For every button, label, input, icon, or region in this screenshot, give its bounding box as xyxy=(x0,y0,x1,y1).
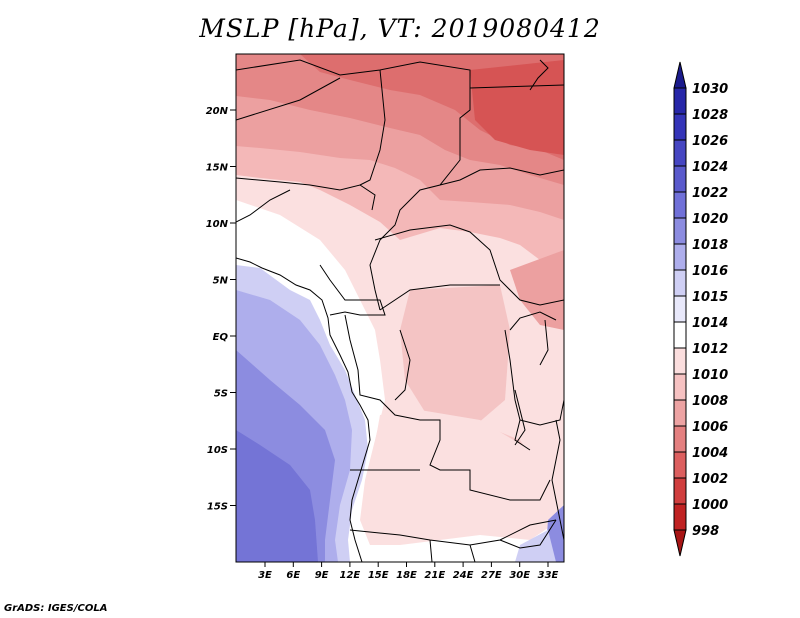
colorbar-label: 1008 xyxy=(692,394,728,409)
grads-credit: GrADS: IGES/COLA xyxy=(4,603,108,614)
colorbar-label: 1000 xyxy=(692,498,728,513)
colorbar-bottom-arrow xyxy=(673,529,687,557)
mslp-field xyxy=(236,54,564,562)
colorbar-swatch xyxy=(673,243,687,271)
coastline xyxy=(236,257,371,562)
country-borders xyxy=(236,59,564,562)
colorbar-label: 1018 xyxy=(692,238,728,253)
map-title: MSLP [hPa], VT: 2019080412 xyxy=(199,14,601,43)
colorbar-label: 1030 xyxy=(692,82,728,97)
colorbar-label: 1014 xyxy=(692,316,728,331)
lat-label: 5S xyxy=(214,389,228,400)
colorbar-swatch xyxy=(673,139,687,167)
colorbar-swatch xyxy=(673,399,687,427)
lon-label: 9E xyxy=(315,570,329,581)
colorbar-top-arrow xyxy=(673,61,687,89)
lat-label: 5N xyxy=(213,276,229,287)
colorbar-swatch xyxy=(673,269,687,297)
colorbar-swatch xyxy=(673,165,687,193)
colorbar-label: 1002 xyxy=(692,472,728,487)
colorbar-swatch xyxy=(673,425,687,453)
colorbar-label: 1022 xyxy=(692,186,728,201)
colorbar-label: 998 xyxy=(692,524,719,539)
colorbar-label: 1004 xyxy=(692,446,728,461)
colorbar-swatch xyxy=(673,477,687,505)
colorbar-swatch xyxy=(673,347,687,375)
colorbar-label: 1006 xyxy=(692,420,728,435)
colorbar-label: 1015 xyxy=(692,290,728,305)
lon-label: 3E xyxy=(258,570,272,581)
colorbar-label: 1024 xyxy=(692,160,728,175)
lon-label: 27E xyxy=(481,570,502,581)
lat-label: 15N xyxy=(206,163,229,174)
colorbar-label: 1016 xyxy=(692,264,728,279)
east-coastline xyxy=(551,419,564,541)
colorbar-label: 1010 xyxy=(692,368,728,383)
pressure-fill-1010-central xyxy=(400,285,510,430)
lat-label: 10N xyxy=(206,219,229,230)
lat-label: EQ xyxy=(213,332,229,343)
pressure-fill-1002 xyxy=(470,60,564,155)
lon-label: 21E xyxy=(424,570,445,581)
colorbar-swatch xyxy=(673,373,687,401)
lat-label: 15S xyxy=(207,502,228,513)
colorbar-label: 1020 xyxy=(692,212,728,227)
lon-label: 33E xyxy=(538,570,559,581)
lat-label: 20N xyxy=(206,106,229,117)
lat-label: 10S xyxy=(207,445,228,456)
colorbar-label: 1026 xyxy=(692,134,728,149)
lon-label: 12E xyxy=(340,570,361,581)
lon-label: 15E xyxy=(368,570,389,581)
lon-label: 30E xyxy=(509,570,530,581)
map-frame xyxy=(235,53,565,563)
lon-label: 6E xyxy=(286,570,300,581)
colorbar-swatch xyxy=(673,113,687,141)
colorbar-label: 1012 xyxy=(692,342,728,357)
pressure-fill-1008-east xyxy=(510,250,564,330)
pressure-fill-1020 xyxy=(236,430,318,562)
colorbar-swatch xyxy=(673,503,687,531)
colorbar-swatch xyxy=(673,191,687,219)
pressure-fill-1012-south xyxy=(370,410,550,525)
colorbar-swatch xyxy=(673,87,687,115)
latitude-axis: 20N 15N 10N 5N EQ 5S 10S 15S xyxy=(206,106,236,513)
colorbar-swatch xyxy=(673,217,687,245)
colorbar-swatch xyxy=(673,451,687,479)
colorbar-swatch xyxy=(673,321,687,349)
colorbar-label: 1028 xyxy=(692,108,728,123)
longitude-axis: 3E 6E 9E 12E 15E 18E 21E 24E 27E 30E 33E xyxy=(258,562,559,581)
colorbar-swatch xyxy=(673,295,687,323)
lon-label: 24E xyxy=(453,570,474,581)
colorbar: 1030 1028 1026 1024 1022 1020 1018 1016 1015 1014… xyxy=(673,61,728,557)
lon-label: 18E xyxy=(396,570,417,581)
